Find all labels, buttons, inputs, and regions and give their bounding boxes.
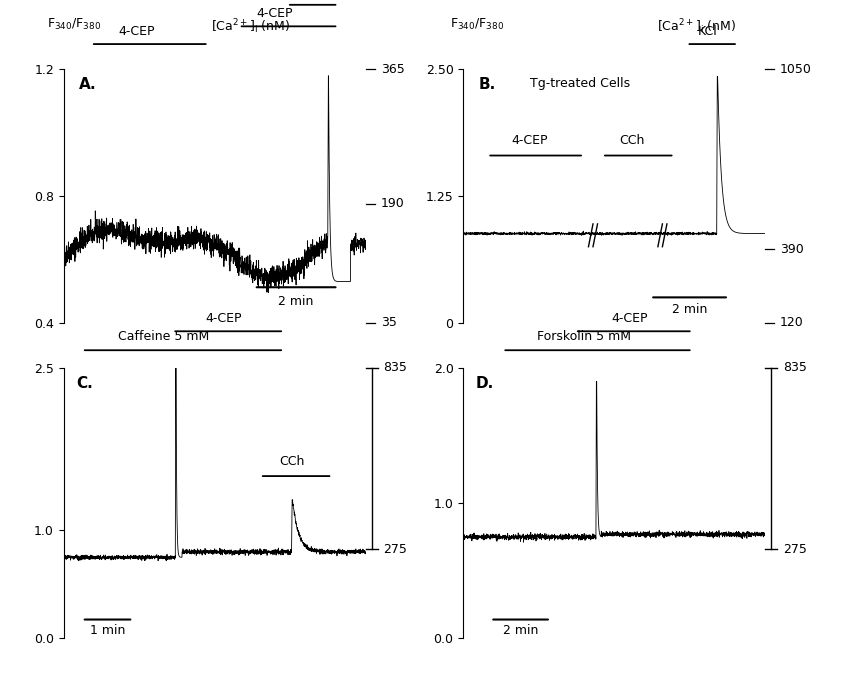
Text: Caffeine 5 mM: Caffeine 5 mM: [117, 330, 209, 344]
Text: 4-CEP: 4-CEP: [257, 7, 293, 20]
Text: 4-CEP: 4-CEP: [611, 312, 648, 325]
Text: 835: 835: [383, 362, 407, 374]
Text: 4-CEP: 4-CEP: [512, 134, 548, 146]
Text: KCl: KCl: [698, 25, 717, 37]
Text: 275: 275: [383, 543, 407, 556]
Text: 365: 365: [381, 63, 405, 76]
Text: F$_{340}$/F$_{380}$: F$_{340}$/F$_{380}$: [450, 17, 505, 33]
Text: 2 min: 2 min: [672, 303, 707, 316]
Text: CCh: CCh: [620, 134, 645, 146]
Text: 835: 835: [783, 362, 807, 374]
Text: [Ca$^{2+}$]$_{\rm i}$ (nM): [Ca$^{2+}$]$_{\rm i}$ (nM): [657, 17, 737, 36]
Text: 275: 275: [783, 543, 807, 556]
Text: 2 min: 2 min: [503, 625, 538, 637]
Text: 1 min: 1 min: [90, 625, 125, 637]
Text: F$_{340}$/F$_{380}$: F$_{340}$/F$_{380}$: [47, 17, 101, 33]
Text: 2 min: 2 min: [279, 295, 314, 308]
Text: Tg-treated Cells: Tg-treated Cells: [530, 77, 630, 90]
Text: D.: D.: [475, 376, 494, 391]
Text: 120: 120: [780, 316, 804, 329]
Text: 4-CEP: 4-CEP: [206, 312, 242, 325]
Text: Forskolin 5 mM: Forskolin 5 mM: [537, 330, 631, 344]
Text: B.: B.: [479, 77, 496, 92]
Text: 390: 390: [780, 243, 804, 255]
Text: C.: C.: [76, 376, 93, 391]
Text: [Ca$^{2+}$]$_{\rm i}$ (nM): [Ca$^{2+}$]$_{\rm i}$ (nM): [211, 17, 291, 36]
Text: 1050: 1050: [780, 63, 812, 76]
Text: 35: 35: [381, 316, 396, 329]
Text: 190: 190: [381, 197, 405, 210]
Text: CCh: CCh: [279, 455, 304, 468]
Text: 4-CEP: 4-CEP: [118, 25, 155, 37]
Text: A.: A.: [79, 77, 96, 92]
